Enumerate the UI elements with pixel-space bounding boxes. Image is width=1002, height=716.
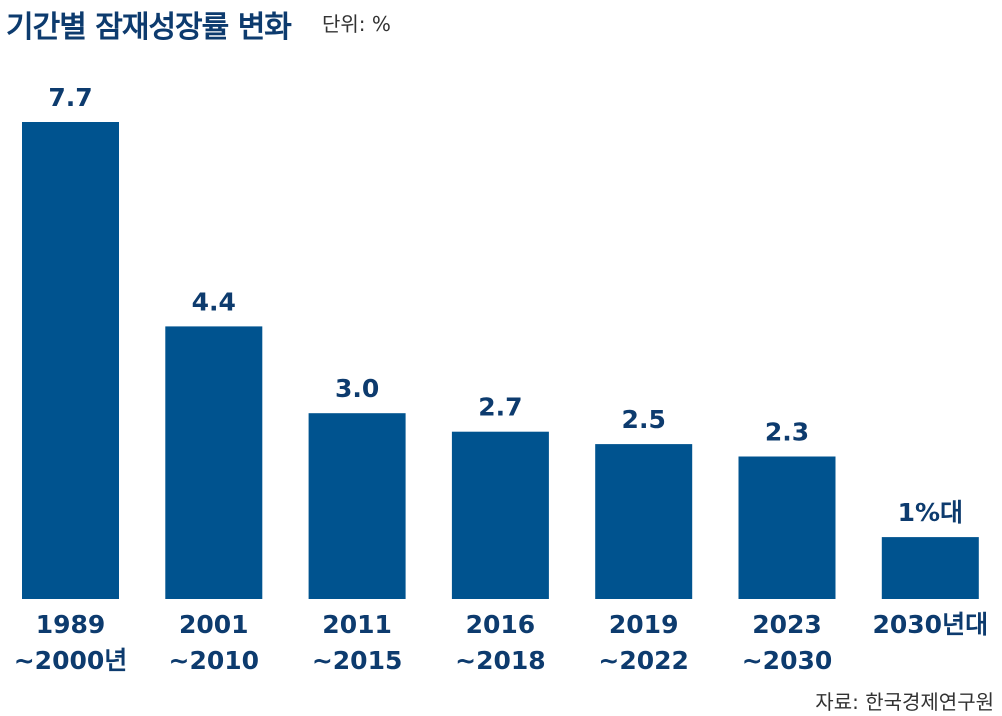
bar bbox=[22, 122, 119, 599]
bar-value-label: 3.0 bbox=[335, 374, 379, 403]
x-tick-label: 2019 bbox=[609, 610, 679, 639]
bar bbox=[881, 537, 979, 599]
source-note: 자료: 한국경제연구원 bbox=[815, 690, 994, 714]
bar-value-label: 2.7 bbox=[478, 393, 522, 422]
x-tick-label: 2011 bbox=[322, 610, 392, 639]
chart-title: 기간별 잠재성장률 변화 bbox=[6, 10, 292, 45]
x-tick-label: 1989 bbox=[36, 610, 106, 639]
unit-label: 단위: % bbox=[322, 12, 391, 36]
x-tick-label: 2016 bbox=[466, 610, 536, 639]
bar bbox=[308, 413, 406, 599]
x-tick-label: 2001 bbox=[179, 610, 249, 639]
x-tick-label: ~2018 bbox=[455, 646, 546, 675]
x-tick-label: ~2022 bbox=[598, 646, 689, 675]
bar-value-label: 4.4 bbox=[192, 287, 236, 316]
x-tick-label: 2023 bbox=[752, 610, 822, 639]
bar bbox=[738, 456, 836, 599]
x-tick-label: ~2015 bbox=[312, 646, 403, 675]
bar-value-label: 7.7 bbox=[48, 83, 92, 112]
bar-value-label: 2.5 bbox=[622, 405, 666, 434]
x-tick-label: ~2010 bbox=[169, 646, 260, 675]
bar-value-label: 2.3 bbox=[765, 418, 809, 447]
x-tick-label: ~2030 bbox=[742, 646, 833, 675]
bar bbox=[165, 326, 263, 599]
bar bbox=[595, 444, 693, 599]
x-tick-label: ~2000년 bbox=[14, 646, 128, 675]
bar-value-label: 1%대 bbox=[898, 498, 963, 527]
x-tick-label: 2030년대 bbox=[873, 610, 989, 639]
bar bbox=[451, 431, 549, 599]
